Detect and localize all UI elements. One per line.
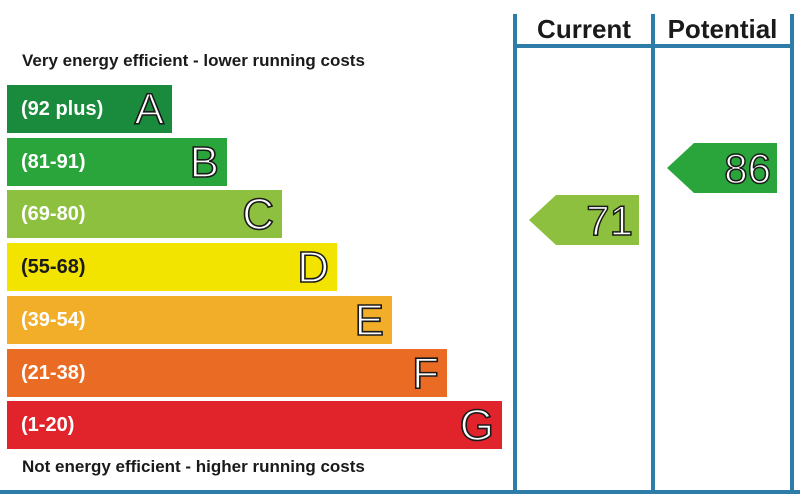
top-caption: Very energy efficient - lower running co… [22, 51, 365, 70]
divider-left [513, 14, 517, 494]
band-letter: D [296, 242, 329, 293]
band-c: (69-80) C [7, 190, 282, 241]
band-f: (21-38) F [7, 348, 447, 399]
potential-rating-arrow: 86 [667, 142, 777, 193]
band-range-label: (92 plus) [21, 98, 104, 120]
band-range-label: (1-20) [21, 414, 75, 437]
band-e: (39-54) E [7, 295, 392, 346]
band-letter: F [411, 348, 439, 399]
current-rating-arrow-shape [529, 195, 639, 246]
current-rating-arrow-value: 71 [586, 197, 634, 246]
band-g: (1-20) G [7, 400, 502, 451]
band-range-label: (81-91) [21, 150, 86, 173]
band-letter: B [189, 137, 220, 188]
potential-rating-arrow-value: 86 [724, 144, 772, 193]
divider-middle [651, 14, 655, 494]
divider-right [790, 14, 794, 494]
bottom-rule [0, 490, 800, 494]
band-range-label: (69-80) [21, 203, 86, 226]
bottom-caption: Not energy efficient - higher running co… [22, 457, 365, 476]
current-rating-arrow: 71 [529, 195, 639, 246]
band-a: (92 plus) A [7, 84, 172, 135]
band-letter: E [354, 295, 385, 346]
column-header-current: Current [537, 14, 631, 44]
band-d: (55-68) D [7, 242, 337, 293]
band-b: (81-91) B [7, 137, 227, 188]
potential-rating-arrow-shape [667, 142, 777, 193]
band-letter: C [241, 190, 274, 241]
band-range-label: (39-54) [21, 308, 86, 331]
band-letter: A [134, 84, 165, 135]
band-letter: G [459, 400, 495, 451]
band-range-label: (21-38) [21, 361, 86, 384]
header-rule [513, 44, 794, 48]
column-header-potential: Potential [667, 14, 778, 44]
band-range-label: (55-68) [21, 256, 86, 279]
